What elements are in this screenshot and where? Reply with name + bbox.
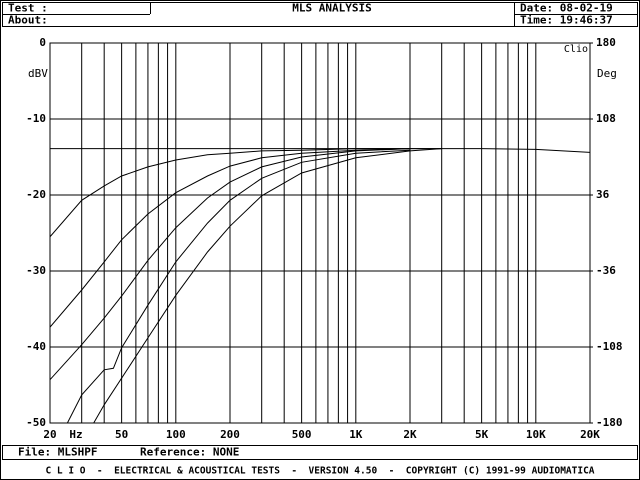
time: Time: 19:46:37 <box>520 14 613 27</box>
y-tick-label: -30 <box>26 264 46 277</box>
y2-tick-label: -180 <box>596 416 623 429</box>
x-tick-label: 1K <box>349 428 363 441</box>
test-label: Test : <box>8 2 48 15</box>
x-tick-label: 20K <box>580 428 600 441</box>
reference-label: Reference: NONE <box>140 446 239 459</box>
y2-tick-label: 36 <box>596 188 610 201</box>
y2-axis-label: Deg <box>597 67 617 80</box>
brand: Clio <box>564 44 588 55</box>
y-tick-label: -10 <box>26 112 46 125</box>
x-axis-label: Hz <box>69 428 82 441</box>
y-tick-label: 0 <box>39 36 46 49</box>
x-tick-label: 5K <box>475 428 489 441</box>
date: Date: 08-02-19 <box>520 2 613 15</box>
title: MLS ANALYSIS <box>292 2 371 15</box>
plot: -50 -40 -30 -20 -10 0 -180 -108 -36 36 108 180 20 50 1… <box>26 36 622 441</box>
y-tick-label: -50 <box>26 416 46 429</box>
x-tick-label: 20 <box>43 428 56 441</box>
curve <box>66 149 411 424</box>
x-tick-label: 500 <box>292 428 312 441</box>
x-tick-label: 50 <box>115 428 128 441</box>
credits: C L I O - ELECTRICAL & ACOUSTICAL TESTS … <box>45 466 594 477</box>
curve <box>93 148 442 424</box>
y2-tick-label: 180 <box>596 36 616 49</box>
curve <box>50 148 590 238</box>
x-tick-label: 100 <box>166 428 186 441</box>
footer-box <box>2 445 638 460</box>
curve <box>50 148 411 381</box>
y-tick-label: -40 <box>26 340 46 353</box>
y-axis-label: dBV <box>28 67 48 80</box>
file-label: File: MLSHPF <box>18 446 97 459</box>
y2-tick-label: 108 <box>596 112 616 125</box>
x-tick-label: 10K <box>526 428 546 441</box>
about-label: About: <box>8 14 48 27</box>
y2-tick-label: -36 <box>596 264 616 277</box>
plot-frame <box>49 42 591 424</box>
y-tick-label: -20 <box>26 188 46 201</box>
x-tick-label: 200 <box>220 428 240 441</box>
y2-tick-label: -108 <box>596 340 623 353</box>
x-tick-label: 2K <box>403 428 417 441</box>
curve <box>50 148 411 328</box>
